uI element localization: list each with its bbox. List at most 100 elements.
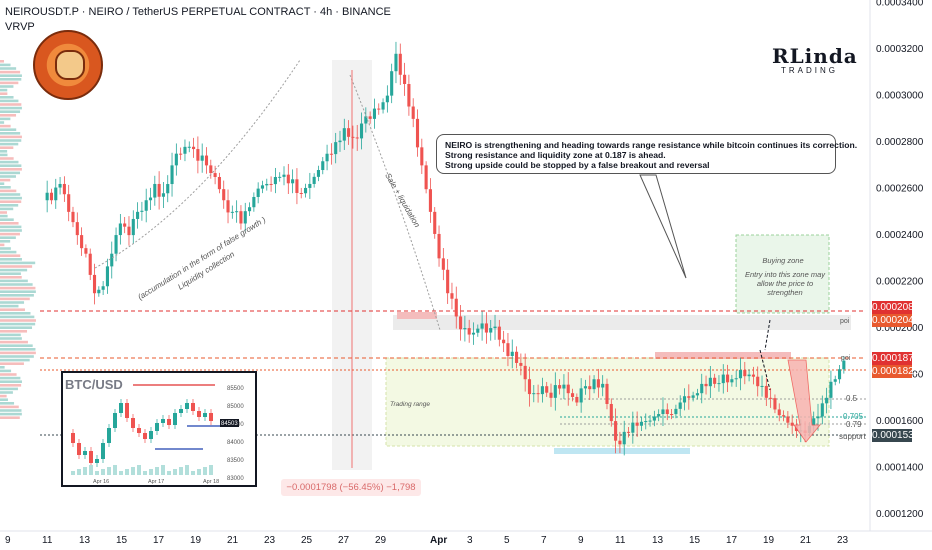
volume-profile-bar [0, 351, 36, 355]
candle [381, 102, 385, 110]
volume-profile-bar [0, 294, 34, 297]
btc-volume-bar [167, 471, 171, 475]
candle [200, 155, 204, 161]
btc-inset-chart: BTC/USD 85500850008450084000835008300084… [61, 371, 257, 487]
volume-profile-bar [0, 74, 22, 77]
price-tag: 0.0002080 [872, 301, 920, 314]
candle [377, 108, 381, 110]
volume-profile-bar [0, 376, 21, 380]
candle [536, 393, 540, 395]
volume-profile-bar [0, 240, 11, 243]
candle [609, 403, 613, 422]
candle [738, 369, 743, 379]
volume-profile-bar [0, 232, 20, 236]
candle [583, 386, 588, 389]
volume-profile-bar [0, 60, 4, 63]
btc-candle [167, 419, 171, 425]
y-tick-label: 0.0001200 [876, 509, 924, 520]
candle [166, 184, 170, 194]
btc-volume-bar [143, 471, 147, 475]
candle [760, 385, 764, 387]
btc-candle [173, 413, 177, 425]
btc-volume-bar [107, 467, 111, 475]
candle [592, 379, 596, 390]
btc-candle [119, 403, 123, 413]
volume-profile-bar [0, 297, 30, 301]
candle [334, 142, 338, 155]
reversal-arrow [787, 359, 821, 443]
candle [170, 165, 174, 185]
btc-price-tag-bg [220, 419, 239, 427]
x-tick-label: 25 [301, 535, 313, 546]
volume-profile-bar [0, 243, 5, 247]
dog-face-icon [55, 50, 85, 80]
volume-profile-bar [0, 106, 22, 110]
candle [657, 414, 661, 417]
volume-profile-bar [0, 164, 22, 167]
x-tick-label: 13 [652, 535, 664, 546]
candle [773, 398, 777, 410]
candle [691, 395, 695, 398]
candle [782, 415, 786, 417]
volume-profile-bar [0, 67, 17, 70]
volume-profile-bar [0, 70, 21, 74]
candle [403, 74, 407, 85]
x-tick-label: 27 [338, 535, 350, 546]
btc-title: BTC/USD [65, 377, 123, 392]
volume-profile-bar [0, 344, 33, 347]
candle [510, 351, 514, 356]
btc-volume-bar [83, 467, 87, 475]
volume-profile-bar [0, 265, 33, 268]
candle [695, 393, 699, 396]
note-pointer [639, 174, 687, 279]
btc-candle [113, 413, 117, 428]
candle [480, 323, 484, 329]
volume-profile-bar [0, 96, 14, 99]
candle [351, 136, 355, 138]
y-tick-label: 0.0001600 [876, 416, 924, 427]
candle [661, 409, 665, 415]
candle [523, 365, 527, 380]
candle [239, 211, 243, 224]
buying-zone-desc: Entry into this zone may allow the price… [744, 270, 826, 297]
y-tick-label: 0.0001400 [876, 463, 924, 474]
candle [717, 383, 721, 385]
buying-zone-title: Buying zone [762, 256, 804, 265]
x-tick-label: 3 [467, 535, 473, 546]
btc-candle [137, 428, 141, 433]
btc-volume-bar [137, 465, 141, 475]
volume-profile-bar [0, 315, 35, 319]
volume-profile-bar [0, 99, 19, 103]
btc-y-tick: 85500 [227, 386, 244, 392]
candle [786, 416, 790, 423]
volume-profile-bar [0, 186, 11, 189]
candle [260, 185, 265, 189]
indicator-label: VRVP [5, 21, 35, 33]
btc-candle [101, 443, 105, 459]
volume-profile-bar [0, 373, 17, 376]
volume-profile-bar [0, 272, 21, 275]
volume-profile-bar [0, 92, 8, 95]
btc-volume-bar [113, 465, 117, 475]
volume-profile-bar [0, 78, 22, 81]
price-tag: 0.0002045 [872, 314, 920, 327]
price-tag: 0.0001823 [872, 365, 920, 378]
candle [299, 193, 303, 195]
volume-profile-bar [0, 189, 17, 193]
btc-candle [125, 403, 129, 418]
volume-profile-bar [0, 250, 17, 254]
volume-profile-bar [0, 214, 8, 218]
candle [411, 106, 415, 119]
candle [256, 188, 260, 197]
candle [282, 174, 286, 177]
candle [678, 402, 682, 409]
candle [222, 189, 226, 201]
candle [446, 269, 450, 294]
candle [579, 388, 583, 403]
candle [493, 326, 497, 329]
volume-profile-bar [0, 168, 22, 171]
candle [648, 420, 652, 422]
candle [342, 128, 346, 141]
volume-profile-bar [0, 326, 33, 329]
